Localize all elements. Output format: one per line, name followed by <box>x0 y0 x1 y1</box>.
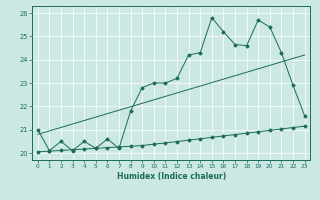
X-axis label: Humidex (Indice chaleur): Humidex (Indice chaleur) <box>116 172 226 181</box>
